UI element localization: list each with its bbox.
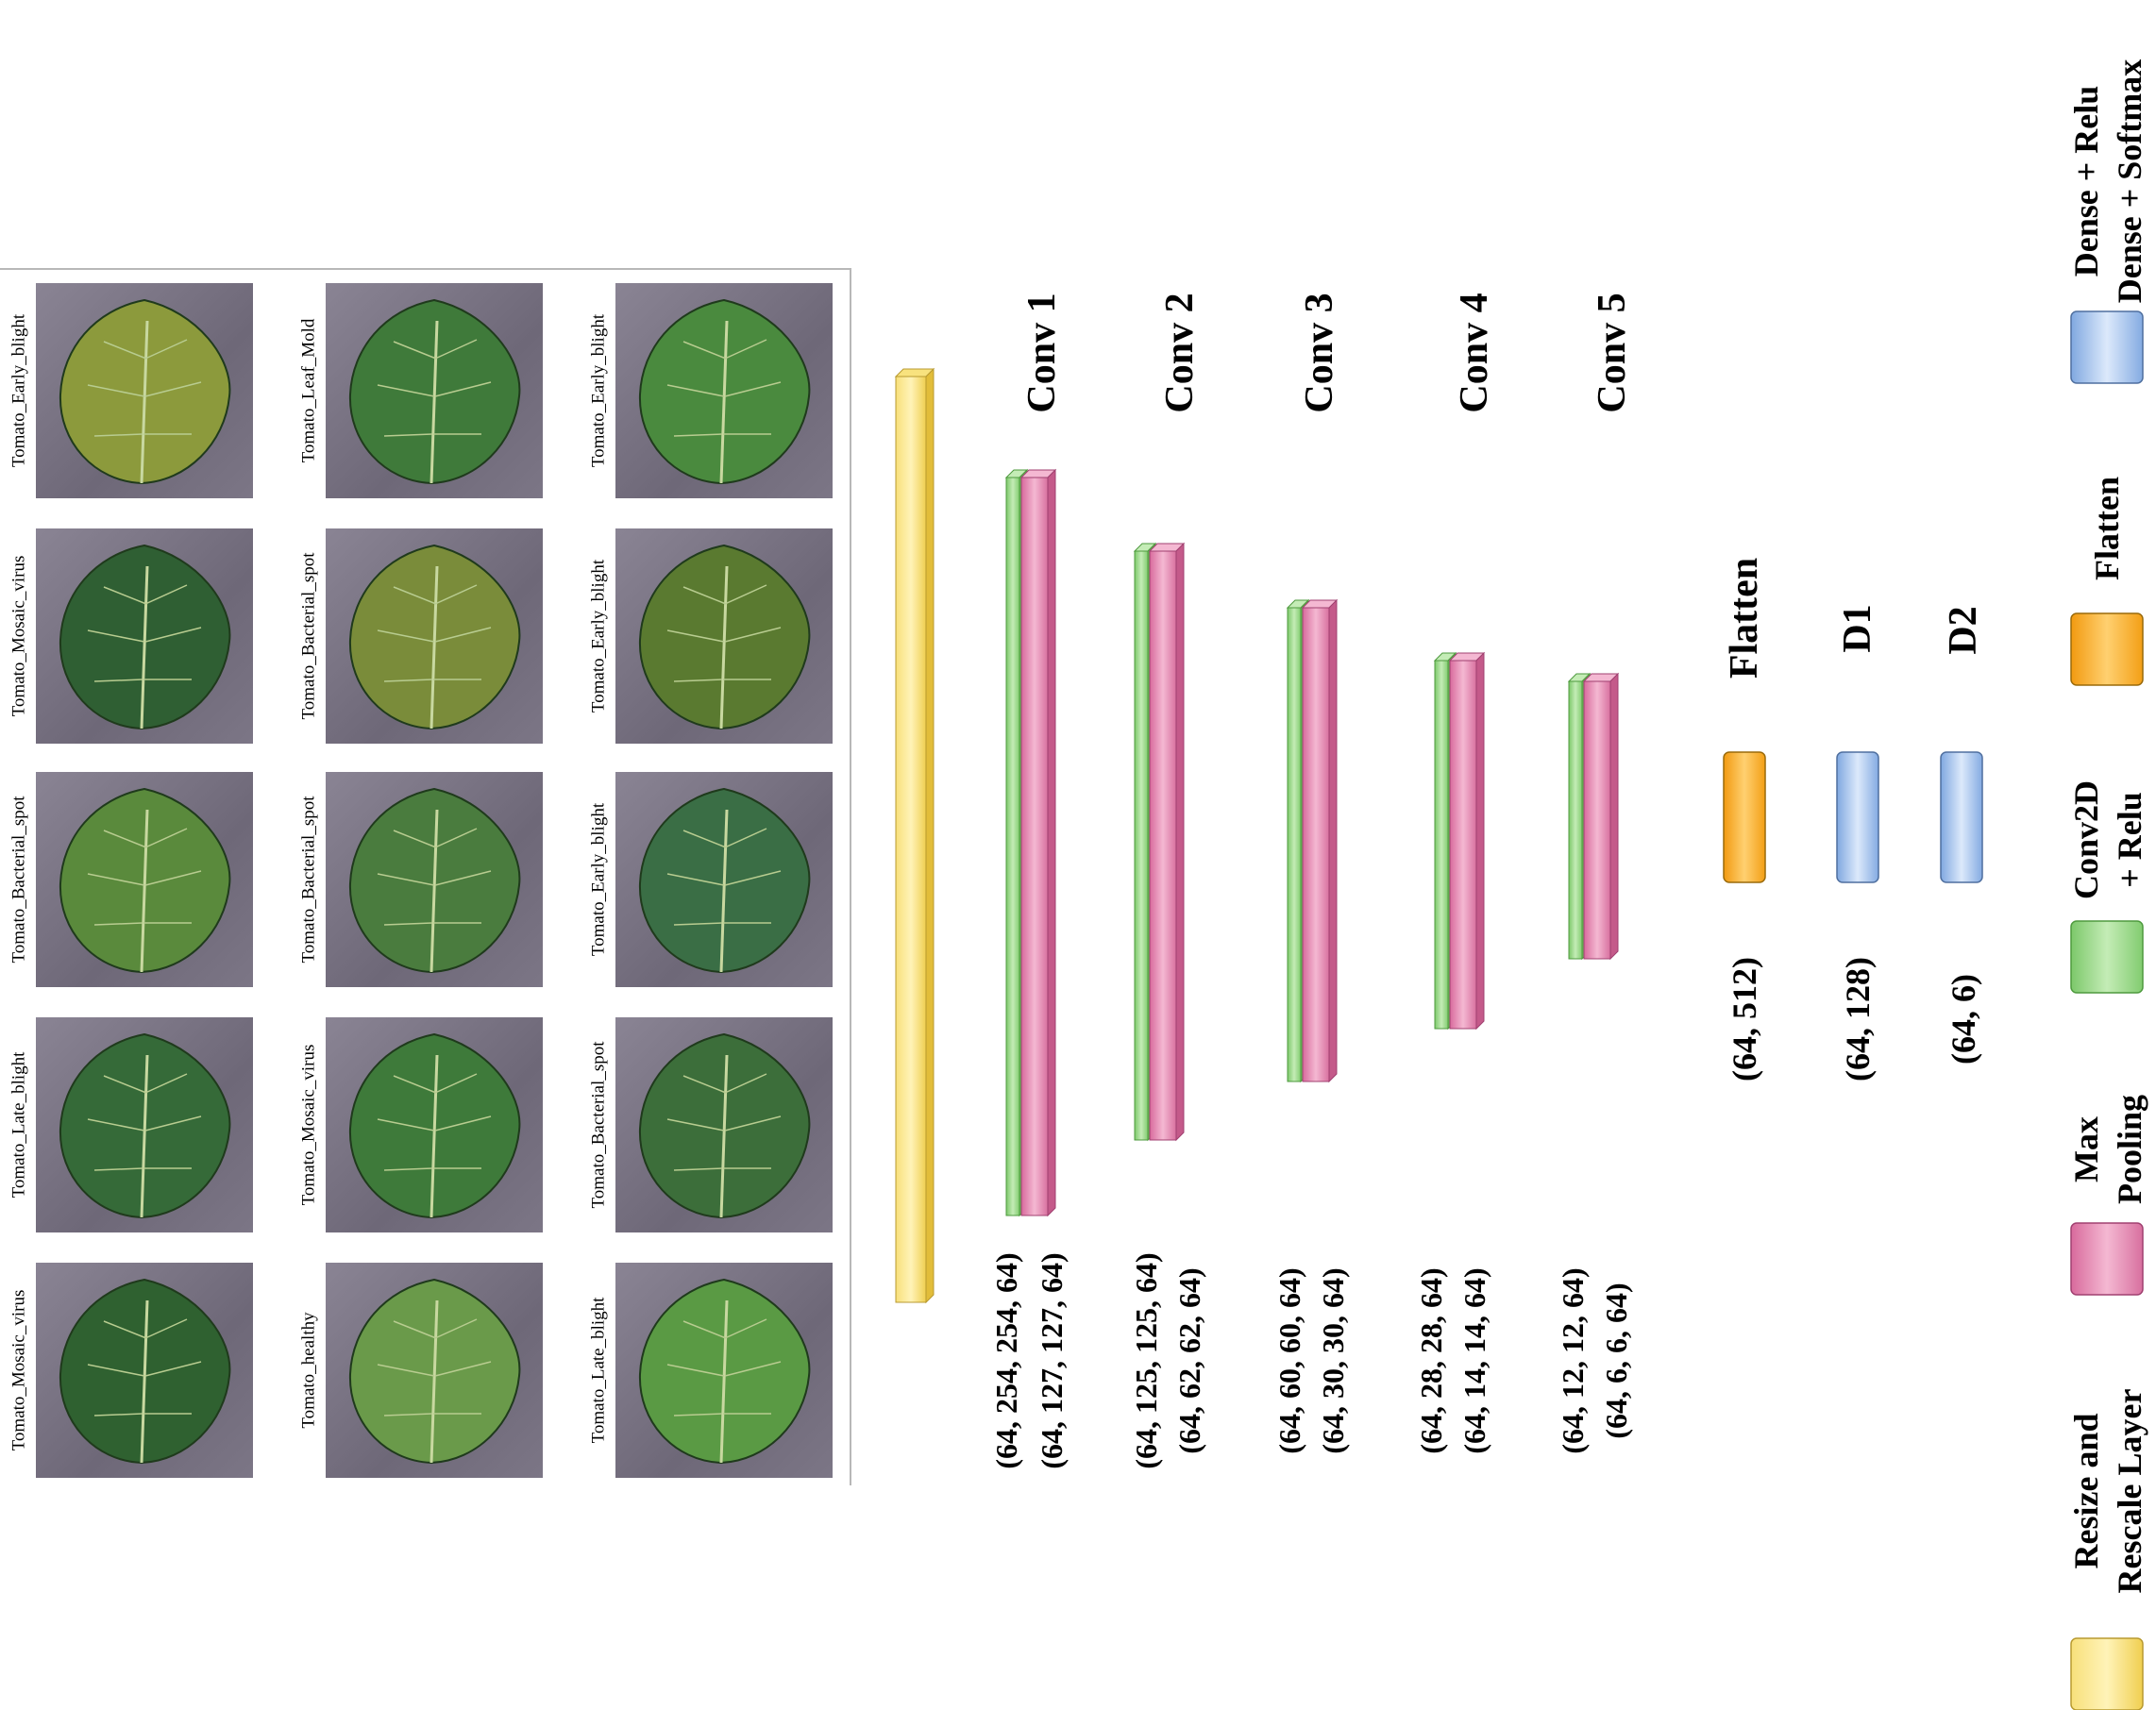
legend-swatch-dense	[2070, 310, 2144, 384]
leaf-image	[615, 283, 833, 498]
dense-layer-title: D1	[1836, 604, 1879, 653]
legend-swatch-resize-rescale	[2070, 1637, 2144, 1710]
legend-label: Conv2D	[2067, 780, 2105, 900]
leaf-image	[326, 1263, 543, 1478]
pool-output-shape: (64, 127, 127, 64)	[1035, 1252, 1069, 1469]
leaf-image	[326, 283, 543, 498]
conv-output-shape: (64, 28, 28, 64)	[1414, 1267, 1448, 1454]
maxpool-slab-5	[1582, 672, 1620, 961]
leaf-image	[615, 772, 833, 987]
conv2d-slab-4	[1433, 651, 1457, 1031]
leaf-image	[326, 528, 543, 744]
legend-swatch-flatten	[2070, 612, 2144, 686]
conv2d-slab-5	[1567, 672, 1592, 961]
pool-output-shape: (64, 6, 6, 64)	[1599, 1282, 1633, 1439]
maxpool-slab-3	[1301, 598, 1339, 1083]
conv-output-shape: (64, 12, 12, 64)	[1556, 1267, 1590, 1454]
dense-layer-shape: (64, 6)	[1945, 974, 1982, 1065]
legend-label: + Relu	[2111, 792, 2148, 888]
leaf-image	[615, 1017, 833, 1232]
flatten-block	[1723, 751, 1766, 883]
legend-label: Dense + Relu	[2067, 85, 2105, 277]
leaf-image	[36, 283, 253, 498]
maxpool-slab-2	[1148, 542, 1186, 1142]
dense-layer-title: Flatten	[1723, 557, 1766, 679]
conv-block-title: Conv 5	[1591, 293, 1634, 413]
image-grid-border	[0, 268, 851, 1485]
legend-label: Resize and	[2067, 1413, 2105, 1569]
dense-layer-title: D2	[1942, 606, 1985, 655]
conv-block-title: Conv 2	[1158, 293, 1202, 413]
conv-output-shape: (64, 60, 60, 64)	[1272, 1267, 1306, 1454]
legend-label: Max	[2067, 1116, 2105, 1182]
legend-swatch-max-pooling	[2070, 1222, 2144, 1296]
legend-label: Dense + Softmax	[2111, 59, 2148, 304]
legend-label: Flatten	[2088, 477, 2126, 580]
leaf-image	[36, 528, 253, 744]
leaf-image	[36, 1263, 253, 1478]
leaf-image	[326, 1017, 543, 1232]
conv2d-slab-1	[1004, 468, 1029, 1217]
pool-output-shape: (64, 62, 62, 64)	[1172, 1267, 1206, 1454]
leaf-image	[615, 1263, 833, 1478]
dense-layer-shape: (64, 128)	[1839, 957, 1877, 1081]
leaf-image	[326, 772, 543, 987]
pool-output-shape: (64, 30, 30, 64)	[1316, 1267, 1350, 1454]
resize-rescale-layer	[894, 367, 935, 1304]
d2-dense-block	[1940, 751, 1983, 883]
conv-block-title: Conv 3	[1298, 293, 1341, 413]
d1-dense-block	[1836, 751, 1879, 883]
legend-swatch-conv2d-relu	[2070, 920, 2144, 994]
dense-layer-shape: (64, 512)	[1726, 957, 1763, 1081]
maxpool-slab-1	[1019, 468, 1057, 1217]
legend-label: Pooling	[2111, 1094, 2148, 1205]
conv2d-slab-3	[1286, 598, 1310, 1083]
pool-output-shape: (64, 14, 14, 64)	[1457, 1267, 1491, 1454]
maxpool-slab-4	[1448, 651, 1486, 1031]
leaf-image	[615, 528, 833, 744]
conv-block-title: Conv 4	[1453, 293, 1496, 413]
conv-output-shape: (64, 125, 125, 64)	[1129, 1252, 1163, 1469]
conv-block-title: Conv 1	[1020, 293, 1064, 413]
leaf-image	[36, 772, 253, 987]
conv2d-slab-2	[1133, 542, 1157, 1142]
legend-label: Rescale Layer	[2111, 1388, 2148, 1594]
leaf-image	[36, 1017, 253, 1232]
conv-output-shape: (64, 254, 254, 64)	[989, 1252, 1023, 1469]
